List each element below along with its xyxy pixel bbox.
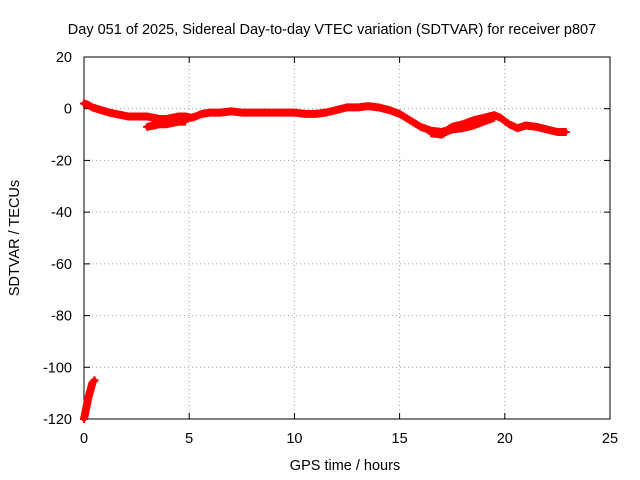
x-tick-label: 0 (80, 431, 88, 447)
data-point-marker (561, 127, 570, 136)
x-tick-label: 25 (602, 431, 618, 447)
x-tick-label: 20 (497, 431, 513, 447)
data-point-marker (90, 376, 99, 385)
data-point-marker (490, 113, 499, 122)
plot-frame (83, 56, 611, 420)
y-axis-label: SDTVAR / TECUs (7, 180, 23, 296)
chart-title: Day 051 of 2025, Sidereal Day-to-day VTE… (68, 22, 596, 38)
y-tick-label: -20 (51, 153, 72, 169)
x-tick-label: 10 (286, 431, 302, 447)
y-tick-labels: -120 -100 -80 -60 -40 -20 0 20 (43, 50, 72, 428)
data-point-marker (180, 117, 189, 126)
y-tick-label: -40 (51, 205, 72, 221)
data-point-marker (89, 377, 98, 386)
x-tick-labels: 0 5 10 15 20 25 (80, 431, 618, 447)
x-tick-label: 15 (392, 431, 408, 447)
y-tick-label: -120 (43, 412, 72, 428)
y-tick-label: -80 (51, 309, 72, 325)
x-axis-label: GPS time / hours (290, 458, 400, 474)
y-tick-label: -100 (43, 360, 72, 376)
y-tick-label: -60 (51, 257, 72, 273)
y-tick-label: 0 (64, 102, 72, 118)
x-tick-label: 5 (185, 431, 193, 447)
y-tick-label: 20 (56, 50, 72, 66)
data-series (80, 99, 570, 423)
